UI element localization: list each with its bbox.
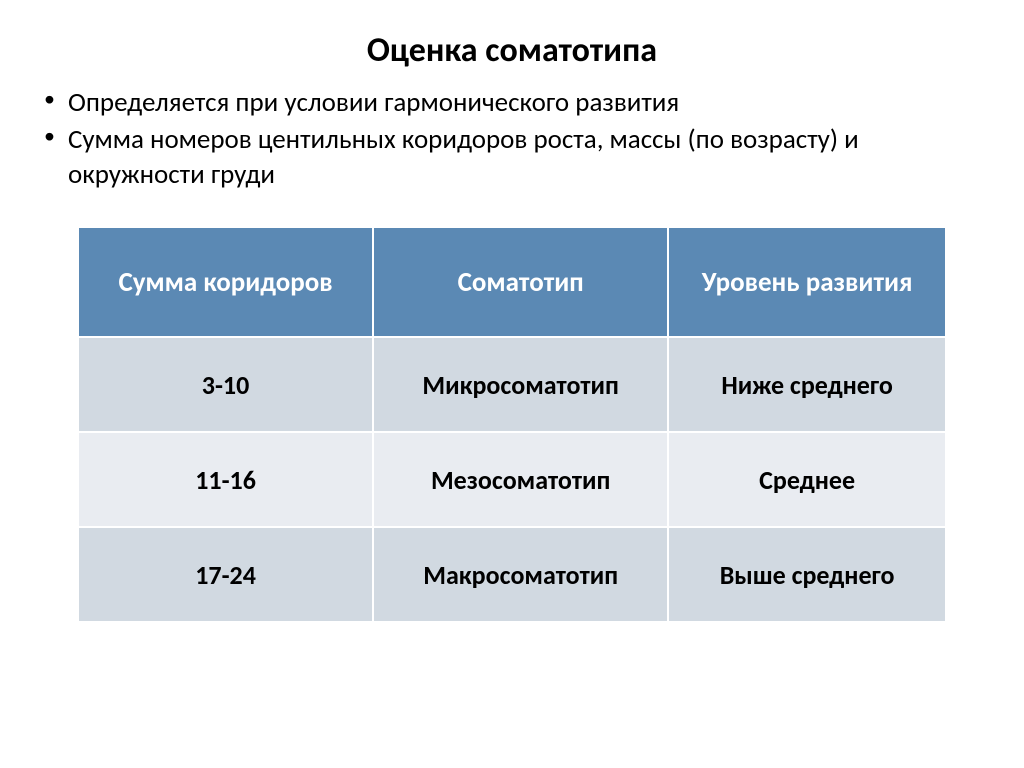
table-row: 17-24 Макросоматотип Выше среднего bbox=[78, 527, 946, 622]
table-row: 11-16 Мезосоматотип Среднее bbox=[78, 432, 946, 527]
table-cell: 17-24 bbox=[78, 527, 373, 622]
bullet-item: Определяется при условии гармонического … bbox=[68, 85, 984, 120]
bullet-list: Определяется при условии гармонического … bbox=[40, 85, 984, 192]
bullet-item: Сумма номеров центильных коридоров роста… bbox=[68, 122, 984, 192]
page-title: Оценка соматотипа bbox=[40, 30, 984, 71]
table-row: 3-10 Микросоматотип Ниже среднего bbox=[78, 337, 946, 432]
somatotype-table: Сумма коридоров Соматотип Уровень развит… bbox=[77, 226, 947, 623]
table-cell: Микросоматотип bbox=[373, 337, 668, 432]
table-cell: Ниже среднего bbox=[668, 337, 946, 432]
table-wrapper: Сумма коридоров Соматотип Уровень развит… bbox=[40, 226, 984, 623]
column-header: Сумма коридоров bbox=[78, 227, 373, 337]
table-cell: Выше среднего bbox=[668, 527, 946, 622]
table-cell: 11-16 bbox=[78, 432, 373, 527]
column-header: Уровень развития bbox=[668, 227, 946, 337]
table-header-row: Сумма коридоров Соматотип Уровень развит… bbox=[78, 227, 946, 337]
table-cell: Мезосоматотип bbox=[373, 432, 668, 527]
table-cell: Среднее bbox=[668, 432, 946, 527]
table-cell: Макросоматотип bbox=[373, 527, 668, 622]
table-cell: 3-10 bbox=[78, 337, 373, 432]
column-header: Соматотип bbox=[373, 227, 668, 337]
